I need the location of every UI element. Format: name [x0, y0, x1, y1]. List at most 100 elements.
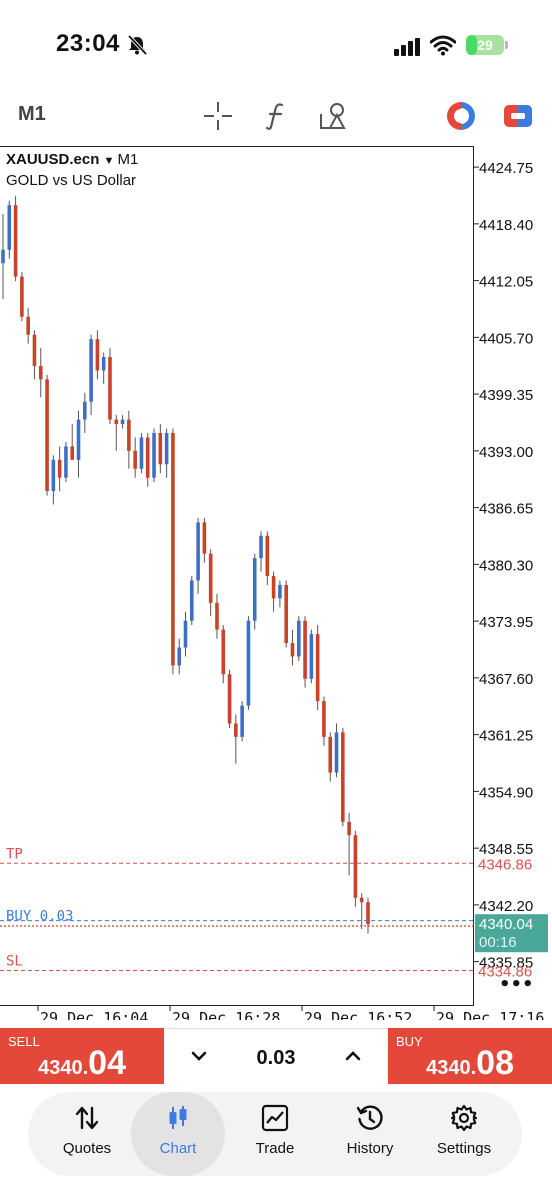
- x-axis-tick-label: 29 Dec 16:28: [172, 1009, 280, 1020]
- y-axis-tick-label: 4412.05: [479, 274, 533, 291]
- bear-candle: [38, 365, 43, 380]
- nav-item-settings[interactable]: Settings: [417, 1092, 511, 1176]
- buy-label: BUY: [396, 1034, 423, 1049]
- tp-label: TP: [6, 846, 23, 862]
- sell-button[interactable]: SELL 4340.04: [0, 1028, 164, 1084]
- bear-candle: [303, 620, 307, 679]
- nav-item-trade[interactable]: Trade: [228, 1092, 322, 1176]
- bear-candle: [265, 535, 270, 576]
- y-axis-tick-label: 4424.75: [479, 160, 533, 177]
- sl-price-label: 4334.86: [478, 964, 532, 981]
- bull-candle: [120, 419, 125, 425]
- bear-candle: [315, 634, 320, 702]
- one-click-trading-icon[interactable]: [445, 100, 477, 132]
- volume-increase-icon[interactable]: [340, 1043, 366, 1069]
- bull-candle: [240, 705, 244, 737]
- bear-candle: [215, 602, 219, 630]
- volume-decrease-icon[interactable]: [186, 1043, 212, 1069]
- bottom-navigation: Quotes Chart Trade History: [28, 1092, 522, 1176]
- y-axis-tick-label: 4354.90: [479, 784, 533, 801]
- sell-label: SELL: [8, 1034, 40, 1049]
- battery-text: 29: [477, 37, 493, 53]
- bear-candle: [145, 437, 150, 478]
- sl-label: SL: [6, 954, 23, 970]
- bear-candle: [366, 902, 370, 925]
- nav-item-history[interactable]: History: [323, 1092, 417, 1176]
- sell-price-big: 04: [88, 1044, 126, 1082]
- bear-candle: [133, 450, 137, 469]
- bear-candle: [127, 419, 131, 451]
- battery-tip: [505, 41, 508, 49]
- bear-candle: [108, 357, 112, 420]
- y-axis-tick-label: 4367.60: [479, 671, 533, 688]
- y-axis-tick-label: 4348.55: [479, 841, 533, 858]
- volume-control: 0.03: [164, 1028, 388, 1084]
- bear-candle: [158, 433, 163, 465]
- buy-price: 4340.08: [426, 1044, 514, 1083]
- y-axis-tick-label: 4393.00: [479, 444, 533, 461]
- x-axis-tick-label: 29 Dec 16:04: [40, 1009, 148, 1020]
- y-axis-tick-label: 4342.20: [479, 898, 533, 915]
- bull-candle: [76, 419, 81, 460]
- volume-value[interactable]: 0.03: [256, 1047, 296, 1069]
- current-price-text: 4340.04: [479, 916, 533, 933]
- symbol-dropdown-icon[interactable]: ▼: [103, 155, 118, 167]
- trade-bar: SELL 4340.04 0.03 BUY 4340.08: [0, 1028, 552, 1084]
- signal-icon: [394, 38, 420, 56]
- bull-candle: [183, 620, 188, 648]
- bear-candle: [32, 334, 37, 366]
- bull-candle: [51, 459, 56, 492]
- bull-candle: [278, 584, 282, 599]
- objects-icon[interactable]: [318, 100, 350, 132]
- more-options-icon[interactable]: •••: [499, 974, 534, 995]
- y-axis-tick-label: 4373.95: [479, 614, 533, 631]
- bull-candle: [164, 433, 169, 465]
- history-icon: [356, 1105, 383, 1130]
- chart-timeframe: M1: [117, 151, 139, 168]
- nav-item-quotes[interactable]: Quotes: [40, 1092, 134, 1176]
- bull-candle: [296, 620, 301, 657]
- bear-candle: [359, 897, 364, 903]
- bear-candle: [57, 459, 62, 478]
- nav-label-settings: Settings: [436, 1140, 492, 1157]
- chart-icon: [169, 1106, 187, 1129]
- buy-button[interactable]: BUY 4340.08: [388, 1028, 552, 1084]
- indicators-icon[interactable]: [260, 100, 292, 132]
- bull-candle: [334, 732, 339, 773]
- chart-symbol: XAUUSD.ecn: [6, 151, 100, 168]
- buy-price-main: 4340.: [426, 1057, 477, 1079]
- bear-candle: [328, 736, 333, 773]
- candlestick-chart[interactable]: 4424.75 4418.40 4412.05 4405.70 4399.35 4393.…: [0, 0, 552, 1020]
- bear-candle: [271, 576, 276, 599]
- bull-candle: [83, 401, 87, 420]
- y-axis-tick-label: 4380.30: [479, 557, 533, 574]
- buy-price-big: 08: [476, 1044, 514, 1082]
- chart-symbol-header: XAUUSD.ecn ▼ M1: [6, 151, 138, 168]
- bull-candle: [252, 558, 257, 621]
- bear-candle: [70, 446, 75, 460]
- battery-fill: [466, 35, 478, 55]
- bear-candle: [202, 522, 207, 554]
- y-axis-tick-label: 4399.35: [479, 387, 533, 404]
- y-axis-tick-label: 4386.65: [479, 501, 533, 518]
- current-price-tag: [475, 914, 548, 953]
- chart-area[interactable]: [0, 146, 474, 1006]
- chart-toolbar: M1: [0, 92, 552, 138]
- y-axis-tick-label: 4335.85: [479, 955, 533, 972]
- nav-item-chart[interactable]: Chart: [131, 1092, 225, 1176]
- timeframe-button[interactable]: M1: [18, 103, 46, 125]
- trade-panel-icon[interactable]: [502, 100, 534, 132]
- x-axis-tick-label: 29 Dec 16:52: [304, 1009, 412, 1020]
- bear-candle: [234, 723, 238, 737]
- settings-icon: [450, 1104, 478, 1132]
- sell-price-main: 4340.: [38, 1057, 89, 1079]
- crosshair-icon[interactable]: [202, 100, 234, 132]
- sell-price: 4340.04: [38, 1044, 126, 1083]
- bear-candle: [171, 433, 175, 666]
- nav-label-history: History: [346, 1140, 394, 1157]
- bear-candle: [284, 584, 288, 644]
- bear-candle: [227, 674, 232, 724]
- bull-candle: [196, 522, 200, 581]
- nav-label-quotes: Quotes: [62, 1140, 112, 1157]
- bear-candle: [221, 629, 226, 675]
